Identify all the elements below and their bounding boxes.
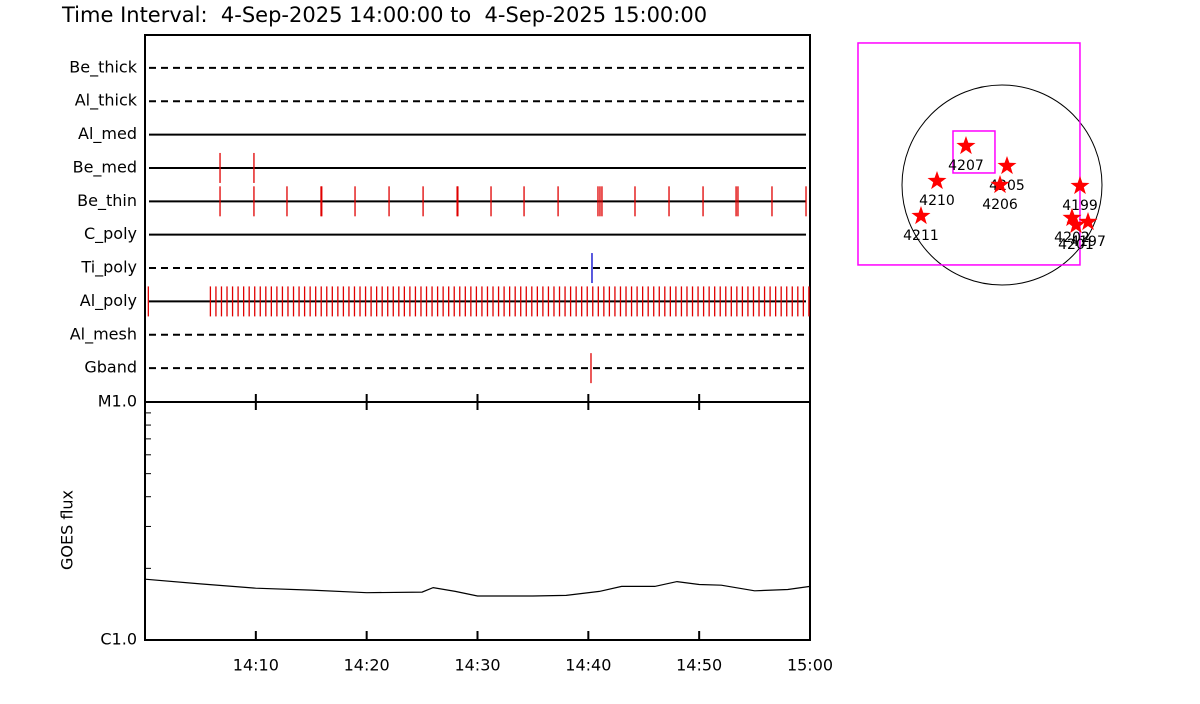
- region-label: 4197: [1070, 234, 1106, 250]
- x-tick-label: 14:10: [233, 656, 279, 675]
- row-label: Be_thin: [77, 191, 137, 211]
- row-label: Al_mesh: [70, 324, 137, 344]
- region-label: 4210: [919, 193, 955, 209]
- region-label: 4207: [948, 158, 984, 174]
- x-tick-label: 14:30: [454, 656, 500, 675]
- region-star: [927, 171, 947, 190]
- plot-frame: [144, 34, 811, 641]
- region-label: 4202: [1054, 230, 1090, 246]
- region-label: 4201: [1058, 237, 1094, 253]
- solar-limb: [901, 84, 1103, 286]
- x-tick-label: 14:50: [676, 656, 722, 675]
- region-label: 4206: [982, 197, 1018, 213]
- region-star: [911, 206, 931, 225]
- chart-title: Time Interval: 4-Sep-2025 14:00:00 to 4-…: [61, 3, 707, 27]
- region-star: [997, 156, 1017, 175]
- row-label: Gband: [84, 358, 137, 377]
- row-label: Be_med: [73, 157, 137, 177]
- row-label: C_poly: [84, 224, 137, 244]
- region-label: 4211: [903, 228, 939, 244]
- region-star: [1070, 176, 1090, 195]
- region-label: 4199: [1062, 198, 1098, 214]
- x-tick-label: 14:20: [344, 656, 390, 675]
- row-label: Al_thick: [75, 91, 138, 111]
- region-star: [1066, 215, 1086, 234]
- fov-box: [857, 42, 1081, 266]
- row-label: Al_med: [78, 124, 137, 144]
- y-axis-label: GOES flux: [58, 490, 77, 570]
- row-label: Ti_poly: [80, 258, 137, 278]
- y-tick-label: M1.0: [98, 392, 137, 411]
- goes-curve: [144, 578, 811, 597]
- region-star: [1062, 208, 1082, 227]
- region-star: [990, 175, 1010, 194]
- y-tick-label: C1.0: [100, 630, 137, 649]
- row-label: Be_thick: [69, 57, 137, 77]
- fov-box: [952, 130, 996, 174]
- row-label: Al_poly: [80, 291, 137, 311]
- region-star: [956, 136, 976, 155]
- region-label: 4205: [989, 178, 1025, 194]
- region-star: [1078, 212, 1098, 231]
- x-tick-label: 14:40: [565, 656, 611, 675]
- x-tick-label: 15:00: [787, 656, 833, 675]
